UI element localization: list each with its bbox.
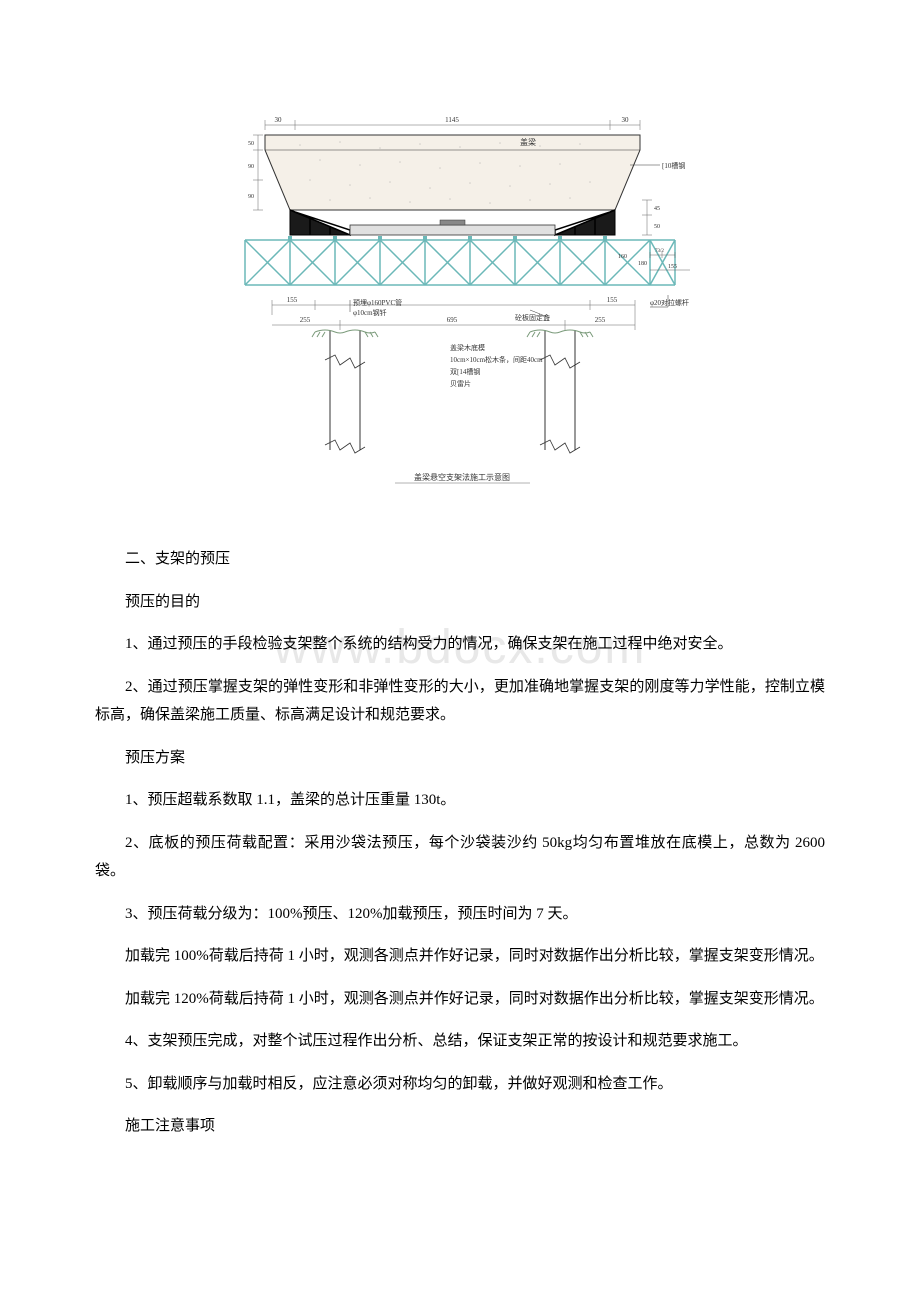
paragraph-7: 加载完 120%荷载后持荷 1 小时，观测各测点并作好记录，同时对数据作出分析比… [95, 985, 825, 1014]
tie-rod-label: φ20对拉螺杆 [650, 298, 689, 307]
diagram-svg: 30 1145 30 盖梁 [10槽钢 [220, 100, 700, 500]
bottom-formwork-label: 盖梁木底模 [450, 343, 485, 352]
vdim-90b: 90 [248, 194, 254, 200]
channel-steel-label: [10槽钢 [662, 161, 685, 170]
w73: 73/2 [655, 249, 664, 254]
paragraph-5: 3、预压荷载分级为：100%预压、120%加载预压，预压时间为 7 天。 [95, 900, 825, 929]
h160: 160 [618, 254, 627, 260]
paragraph-8: 4、支架预压完成，对整个试压过程作出分析、总结，保证支架正常的按设计和规范要求施… [95, 1027, 825, 1056]
paragraph-2: 2、通过预压掌握支架的弹性变形和非弹性变形的大小，更加准确地掌握支架的刚度等力学… [95, 673, 825, 730]
vdim-50: 50 [248, 141, 254, 147]
bdim-255l: 255 [300, 316, 311, 324]
bdim-155r: 155 [607, 296, 618, 304]
dim-30-left: 30 [275, 116, 283, 124]
paragraph-6: 加载完 100%荷载后持荷 1 小时，观测各测点并作好记录，同时对数据作出分析比… [95, 942, 825, 971]
paragraph-4: 2、底板的预压荷载配置：采用沙袋法预压，每个沙袋装沙约 50kg均匀布置堆放在底… [95, 829, 825, 886]
purpose-subheading: 预压的目的 [95, 588, 825, 617]
steel-pin-label: φ10cm钢钎 [353, 308, 387, 317]
fixing-box-label: 砼板固定盒 [515, 313, 550, 322]
vdim-45: 45 [654, 206, 660, 212]
diagram-title: 盖梁悬空支架法施工示意图 [414, 472, 510, 482]
paragraph-9: 5、卸载顺序与加载时相反，应注意必须对称均匀的卸载，并做好观测和检查工作。 [95, 1070, 825, 1099]
engineering-diagram: 30 1145 30 盖梁 [10槽钢 [220, 100, 700, 505]
vdim-90a: 90 [248, 164, 254, 170]
dim-30-right: 30 [622, 116, 630, 124]
h180: 180 [638, 261, 647, 267]
paragraph-1: 1、通过预压的手段检验支架整个系统的结构受力的情况，确保支架在施工过程中绝对安全… [95, 630, 825, 659]
vdim-50b: 50 [654, 224, 660, 230]
double-channel-label: 双[14槽钢 [450, 367, 480, 376]
w155r: 155 [668, 264, 677, 270]
bdim-155l: 155 [287, 296, 298, 304]
bailey-label: 贝雷片 [450, 379, 471, 388]
beam-label: 盖梁 [520, 137, 536, 147]
section-2-heading: 二、支架的预压 [95, 545, 825, 574]
notes-subheading: 施工注意事项 [95, 1112, 825, 1141]
bdim-255r: 255 [595, 316, 606, 324]
paragraph-3: 1、预压超载系数取 1.1，盖梁的总计压重量 130t。 [95, 786, 825, 815]
wood-strip-label: 10cm×10cm松木条，间距40cm [450, 355, 543, 364]
pvc-label: 预埋φ160PVC管 [353, 298, 402, 307]
bdim-695: 695 [447, 316, 458, 324]
plan-subheading: 预压方案 [95, 744, 825, 773]
dim-1145: 1145 [445, 116, 459, 124]
